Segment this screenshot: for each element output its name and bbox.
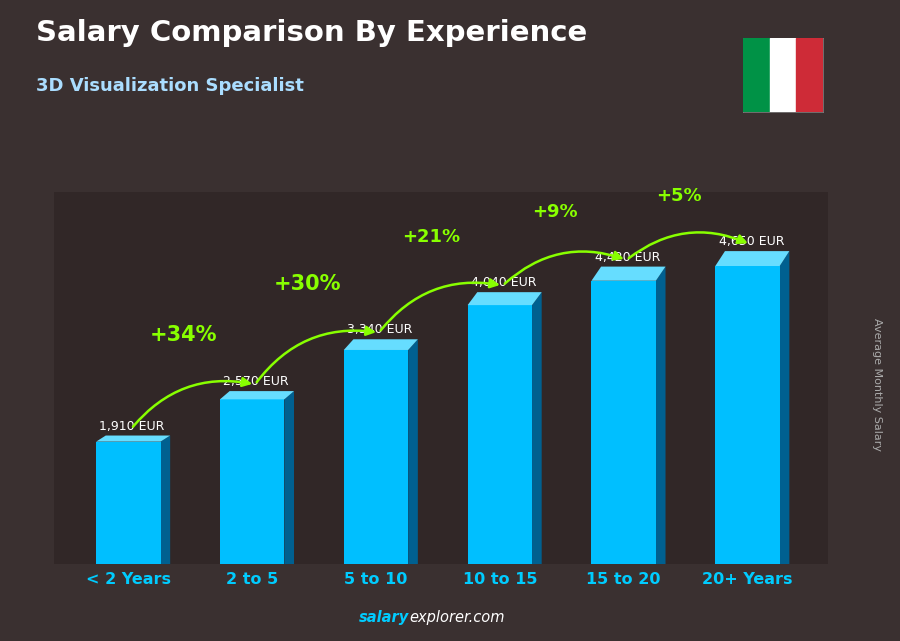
Polygon shape [284,391,294,564]
Text: 4,650 EUR: 4,650 EUR [718,235,784,248]
Bar [344,350,409,564]
Text: +30%: +30% [274,274,341,294]
Bar [716,266,779,564]
Text: 1,910 EUR: 1,910 EUR [100,420,165,433]
Polygon shape [96,435,170,442]
Bar [468,305,532,564]
Text: 4,040 EUR: 4,040 EUR [471,276,536,289]
Text: +21%: +21% [401,228,460,246]
Bar [591,281,656,564]
Polygon shape [716,251,789,266]
Polygon shape [656,267,665,564]
Polygon shape [160,435,170,564]
Polygon shape [532,292,542,564]
Text: +9%: +9% [532,203,578,221]
Text: Salary Comparison By Experience: Salary Comparison By Experience [36,19,587,47]
Bar [796,38,824,112]
Bar [770,38,796,112]
Text: 3,340 EUR: 3,340 EUR [347,323,412,337]
Polygon shape [468,292,542,305]
Text: 3D Visualization Specialist: 3D Visualization Specialist [36,77,304,95]
Bar [96,442,160,564]
Polygon shape [409,339,418,564]
Text: +34%: +34% [149,326,217,345]
Text: 4,420 EUR: 4,420 EUR [595,251,661,263]
Text: explorer.com: explorer.com [410,610,505,625]
Text: Average Monthly Salary: Average Monthly Salary [872,318,883,451]
Polygon shape [591,267,665,281]
Bar [220,399,284,564]
Polygon shape [220,391,294,399]
Polygon shape [779,251,789,564]
Bar [742,38,770,112]
Text: salary: salary [359,610,410,625]
Polygon shape [344,339,418,350]
Text: 2,570 EUR: 2,570 EUR [223,375,289,388]
Text: +5%: +5% [656,187,701,205]
